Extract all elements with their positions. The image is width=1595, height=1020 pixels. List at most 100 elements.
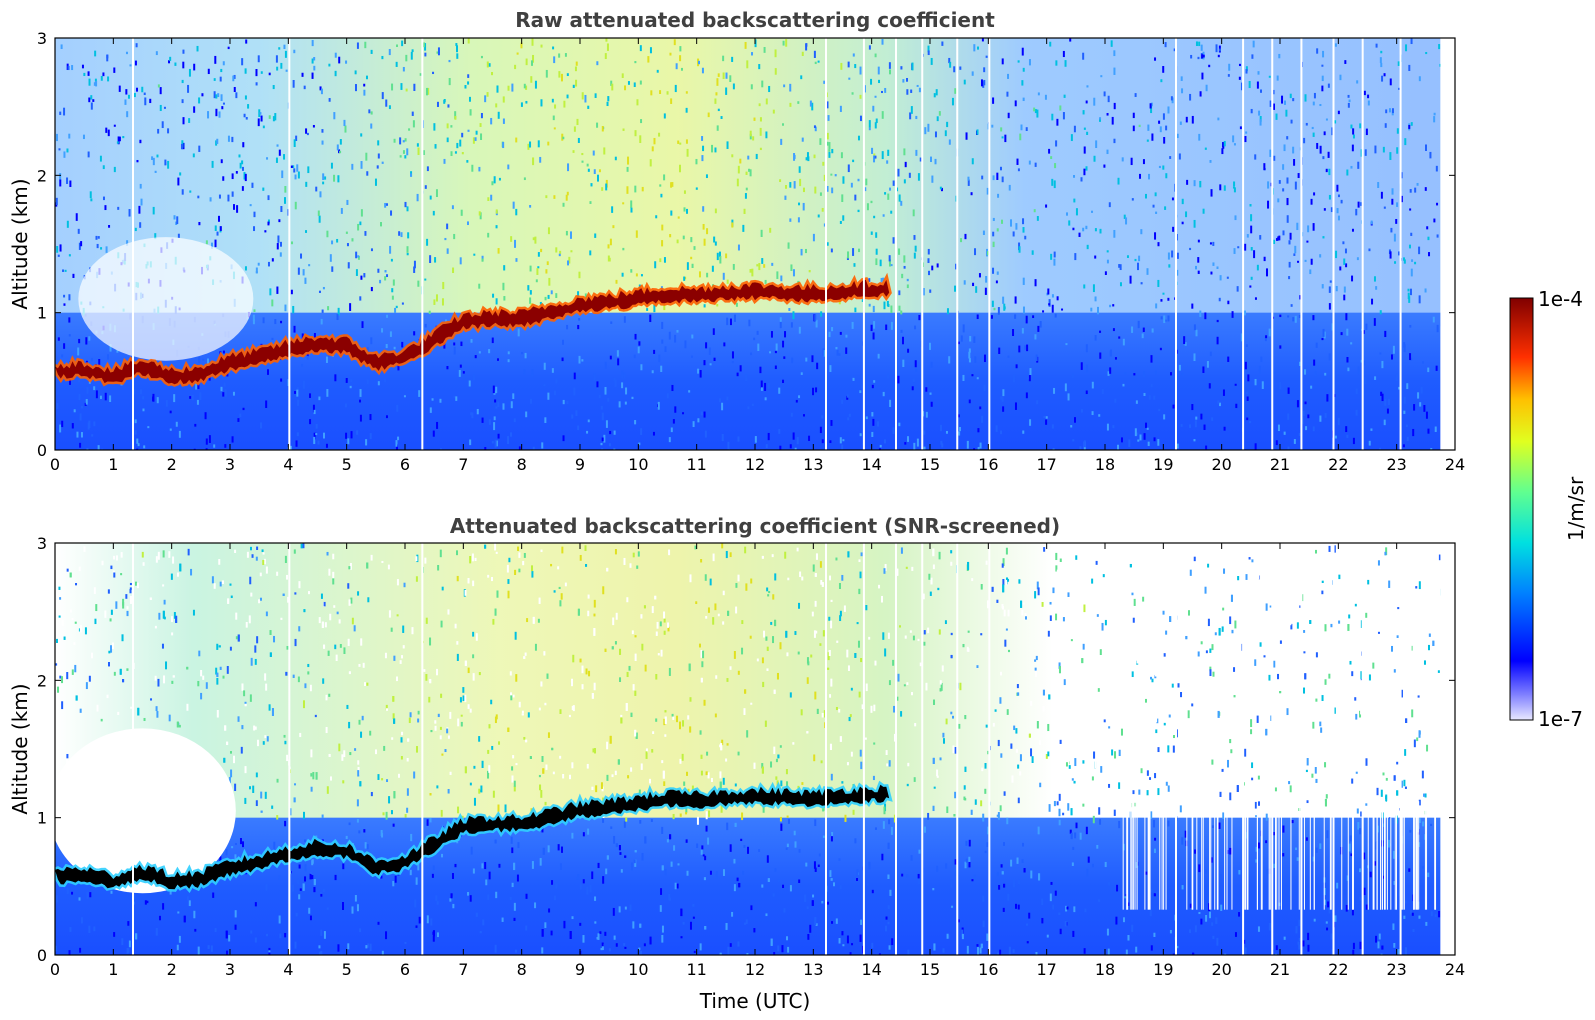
data-gap <box>421 38 424 450</box>
x-tick: 12 <box>745 38 765 474</box>
x-tick: 8 <box>517 38 527 474</box>
screened-streak <box>1330 801 1332 910</box>
x-tick-label: 21 <box>1270 455 1290 474</box>
x-tick-label: 23 <box>1386 455 1406 474</box>
screened-streak <box>1275 801 1277 910</box>
aerosol-haze <box>55 543 1441 832</box>
y-tick: 0 <box>37 946 1455 965</box>
x-tick: 15 <box>920 38 940 474</box>
data-gap <box>1271 543 1274 955</box>
data-gaps <box>132 38 1402 450</box>
colorbar-min-label: 1e-7 <box>1538 707 1583 731</box>
y-tick-label: 3 <box>37 534 47 553</box>
x-axis-ticks: 0 1 2 3 4 5 6 7 8 9 10 11 12 13 14 15 16 17 18 19 20 21 22 23 24 <box>50 543 1465 979</box>
x-tick: 17 <box>1036 38 1057 474</box>
x-tick: 11 <box>686 38 707 474</box>
data-gap <box>1399 543 1402 955</box>
x-tick-label: 22 <box>1328 960 1348 979</box>
x-tick: 24 <box>1445 38 1465 474</box>
x-tick-label: 18 <box>1095 960 1115 979</box>
x-tick: 20 <box>1211 38 1232 474</box>
screened-streak <box>1256 801 1258 910</box>
screened-streak <box>1414 801 1416 910</box>
y-axis-ticks: 0 1 2 3 <box>37 534 1455 965</box>
data-gap <box>956 38 959 450</box>
x-tick: 17 <box>1036 543 1057 979</box>
x-axis-label: Time (UTC) <box>699 989 811 1013</box>
y-tick: 0 <box>37 441 1455 460</box>
x-tick-label: 0 <box>50 455 60 474</box>
data-gap <box>1361 543 1364 955</box>
screened-streak <box>1341 801 1343 910</box>
screened-streak <box>1434 801 1436 910</box>
x-tick: 9 <box>575 543 585 979</box>
x-tick-label: 24 <box>1445 960 1465 979</box>
x-tick-label: 15 <box>920 960 940 979</box>
y-axis-ticks: 0 1 2 3 <box>37 29 1455 460</box>
x-tick: 19 <box>1153 38 1174 474</box>
screened-streak <box>1323 801 1325 910</box>
screened-streak <box>1416 801 1418 910</box>
screened-streak <box>1383 801 1385 910</box>
screened-streak <box>1202 801 1204 910</box>
screened-streak <box>1290 801 1292 910</box>
x-tick-label: 21 <box>1270 960 1290 979</box>
x-tick: 18 <box>1095 543 1115 979</box>
screened-streak <box>1122 801 1124 910</box>
x-tick: 2 <box>167 543 177 979</box>
x-tick: 5 <box>342 38 352 474</box>
y-tick-label: 0 <box>37 946 47 965</box>
screened-streak <box>1217 801 1219 910</box>
x-tick: 20 <box>1211 543 1232 979</box>
data-gap <box>1271 38 1274 450</box>
x-tick-label: 0 <box>50 960 60 979</box>
clear-sky-region <box>55 728 236 894</box>
x-tick: 22 <box>1328 543 1349 979</box>
x-tick-label: 9 <box>575 455 585 474</box>
data-gap <box>1175 543 1177 955</box>
data-gap <box>288 543 291 955</box>
x-tick-label: 20 <box>1211 960 1231 979</box>
screened-streak <box>1426 801 1428 910</box>
screened-streak <box>1367 801 1369 910</box>
raw-backscatter-panel: Raw attenuated backscattering coefficien… <box>8 8 1465 474</box>
data-gap <box>988 38 991 450</box>
x-tick-label: 3 <box>225 455 235 474</box>
screened-streak <box>1418 801 1420 910</box>
data-gap <box>1175 38 1177 450</box>
screened-streak <box>1278 801 1280 910</box>
x-tick-label: 16 <box>978 455 998 474</box>
screened-streak <box>1192 801 1194 910</box>
screened-streak <box>1394 801 1396 910</box>
heatmap-area <box>55 543 1455 955</box>
y-tick-label: 0 <box>37 441 47 460</box>
x-tick-label: 19 <box>1153 455 1173 474</box>
x-tick-label: 6 <box>400 960 410 979</box>
data-gap <box>132 38 134 450</box>
screened-streak <box>1300 801 1302 910</box>
screened-streak <box>1347 801 1349 910</box>
x-tick: 9 <box>575 38 585 474</box>
data-gap <box>825 543 827 955</box>
screened-streak <box>1201 801 1203 910</box>
x-tick-label: 14 <box>861 960 881 979</box>
data-gap <box>1242 38 1245 450</box>
data-gap <box>1332 38 1335 450</box>
y-tick: 2 <box>37 671 1455 690</box>
screened-streak <box>1352 801 1354 910</box>
x-tick: 13 <box>803 38 824 474</box>
screened-streak <box>1244 801 1246 910</box>
boundary-layer <box>55 312 1441 450</box>
data-gap <box>862 38 865 450</box>
x-tick: 5 <box>342 543 352 979</box>
x-tick: 0 <box>50 543 60 979</box>
y-tick: 1 <box>37 809 1455 828</box>
data-gap <box>956 543 959 955</box>
colorbar: 1e-4 1e-7 1/m/sr <box>1509 287 1588 731</box>
x-tick: 12 <box>745 543 765 979</box>
screened-streak <box>1224 801 1226 910</box>
x-tick-label: 13 <box>803 960 823 979</box>
x-tick: 7 <box>458 38 468 474</box>
screened-streak <box>1127 801 1129 910</box>
y-tick: 2 <box>37 166 1455 185</box>
